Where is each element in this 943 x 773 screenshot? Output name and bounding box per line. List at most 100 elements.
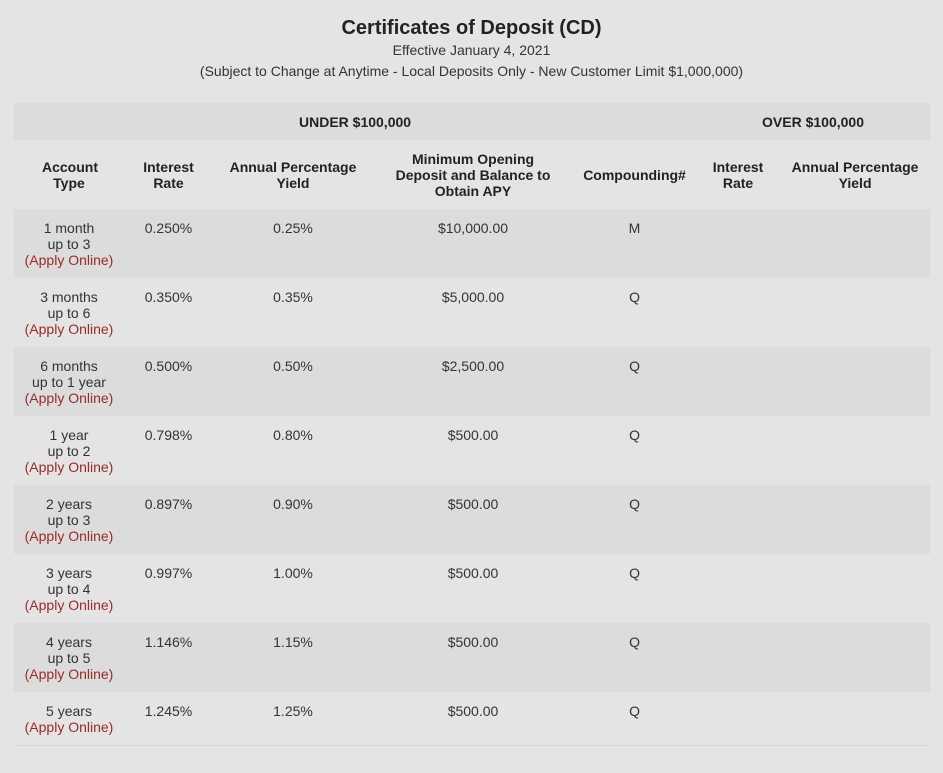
term-end: up to 3 [47,236,91,252]
over-interest-rate-cell [696,347,781,416]
col-over-apy: Annual Percentage Yield [780,140,931,209]
interest-rate-cell: 1.245% [124,692,213,746]
over-interest-rate-cell [696,623,781,692]
table-row: 1 month up to 3 (Apply Online) 0.250% 0.25% $… [14,209,931,278]
account-type-cell: 3 years up to 4 (Apply Online) [14,554,124,623]
interest-rate-cell: 0.997% [124,554,213,623]
effective-date: Effective January 4, 2021 [392,42,551,58]
account-type-cell: 4 years up to 5 (Apply Online) [14,623,124,692]
over-interest-rate-cell [696,485,781,554]
account-type-cell: 1 month up to 3 (Apply Online) [14,209,124,278]
over-interest-rate-cell [696,692,781,746]
min-deposit-cell: $500.00 [373,554,573,623]
term-end: up to 2 [47,443,91,459]
compounding-cell: Q [573,485,697,554]
group-under-header: UNDER $100,000 [14,103,697,140]
page-title: Certificates of Deposit (CD) [341,17,602,39]
term-end: up to 4 [47,581,91,597]
over-apy-cell [780,692,931,746]
interest-rate-cell: 0.798% [124,416,213,485]
term-end: up to 1 year [32,374,106,390]
over-interest-rate-cell [696,278,781,347]
compounding-cell: Q [573,623,697,692]
col-interest-rate: Interest Rate [124,140,213,209]
term-end: up to 3 [47,512,91,528]
term-start: 4 years [46,634,92,650]
compounding-cell: Q [573,554,697,623]
table-row: 3 years up to 4 (Apply Online) 0.997% 1.00% $… [14,554,931,623]
col-compounding: Compounding# [573,140,697,209]
apy-cell: 0.90% [213,485,373,554]
apply-online-link[interactable]: (Apply Online) [24,528,114,544]
account-type-cell: 5 years (Apply Online) [14,692,124,746]
col-apy: Annual Percentage Yield [213,140,373,209]
term-start: 1 year [49,427,89,443]
interest-rate-cell: 1.146% [124,623,213,692]
apply-online-link[interactable]: (Apply Online) [24,459,114,475]
term-start: 6 months [40,358,98,374]
rates-body: 1 month up to 3 (Apply Online) 0.250% 0.25% $… [14,209,931,746]
term-start: 2 years [46,496,92,512]
over-apy-cell [780,416,931,485]
apply-online-link[interactable]: (Apply Online) [24,719,114,735]
apply-online-link[interactable]: (Apply Online) [24,252,114,268]
over-apy-cell [780,347,931,416]
table-row: 5 years (Apply Online) 1.245% 1.25% $500.00 Q [14,692,931,746]
term-start: 3 months [40,289,98,305]
subject-note: (Subject to Change at Anytime - Local De… [199,63,744,79]
table-row: 4 years up to 5 (Apply Online) 1.146% 1.15% $… [14,623,931,692]
apy-cell: 0.50% [213,347,373,416]
apply-online-link[interactable]: (Apply Online) [24,666,114,682]
compounding-cell: Q [573,278,697,347]
interest-rate-cell: 0.500% [124,347,213,416]
over-interest-rate-cell [696,209,781,278]
over-apy-cell [780,209,931,278]
account-type-cell: 6 months up to 1 year (Apply Online) [14,347,124,416]
interest-rate-cell: 0.350% [124,278,213,347]
apy-cell: 1.15% [213,623,373,692]
min-deposit-cell: $2,500.00 [373,347,573,416]
compounding-cell: Q [573,416,697,485]
table-row: 1 year up to 2 (Apply Online) 0.798% 0.80% $5… [14,416,931,485]
compounding-cell: Q [573,692,697,746]
min-deposit-cell: $500.00 [373,485,573,554]
apply-online-link[interactable]: (Apply Online) [24,390,114,406]
page-heading: Certificates of Deposit (CD) Effective J… [0,0,943,82]
apy-cell: 0.25% [213,209,373,278]
min-deposit-cell: $10,000.00 [373,209,573,278]
col-over-interest-rate: Interest Rate [696,140,781,209]
apy-cell: 0.80% [213,416,373,485]
table-row: 6 months up to 1 year (Apply Online) 0.500%… [14,347,931,416]
cd-rates-table: UNDER $100,000 OVER $100,000 Account Typ… [14,103,931,746]
over-apy-cell [780,278,931,347]
term-end: up to 5 [47,650,91,666]
col-account-type: Account Type [14,140,124,209]
apy-cell: 1.25% [213,692,373,746]
apy-cell: 1.00% [213,554,373,623]
account-type-cell: 3 months up to 6 (Apply Online) [14,278,124,347]
group-over-header: OVER $100,000 [696,103,931,140]
table-row: 3 months up to 6 (Apply Online) 0.350% 0.35%… [14,278,931,347]
term-start: 1 month [43,220,95,236]
over-apy-cell [780,485,931,554]
group-header-row: UNDER $100,000 OVER $100,000 [14,103,931,140]
min-deposit-cell: $500.00 [373,416,573,485]
column-header-row: Account Type Interest Rate Annual Percen… [14,140,931,209]
over-interest-rate-cell [696,554,781,623]
over-apy-cell [780,554,931,623]
apply-online-link[interactable]: (Apply Online) [24,597,114,613]
table-row: 2 years up to 3 (Apply Online) 0.897% 0.90% $… [14,485,931,554]
interest-rate-cell: 0.897% [124,485,213,554]
compounding-cell: Q [573,347,697,416]
apply-online-link[interactable]: (Apply Online) [24,321,114,337]
account-type-cell: 1 year up to 2 (Apply Online) [14,416,124,485]
term-start: 5 years [46,703,92,719]
min-deposit-cell: $500.00 [373,692,573,746]
over-apy-cell [780,623,931,692]
col-min-deposit: Minimum Opening Deposit and Balance to O… [373,140,573,209]
apy-cell: 0.35% [213,278,373,347]
min-deposit-cell: $500.00 [373,623,573,692]
compounding-cell: M [573,209,697,278]
account-type-cell: 2 years up to 3 (Apply Online) [14,485,124,554]
